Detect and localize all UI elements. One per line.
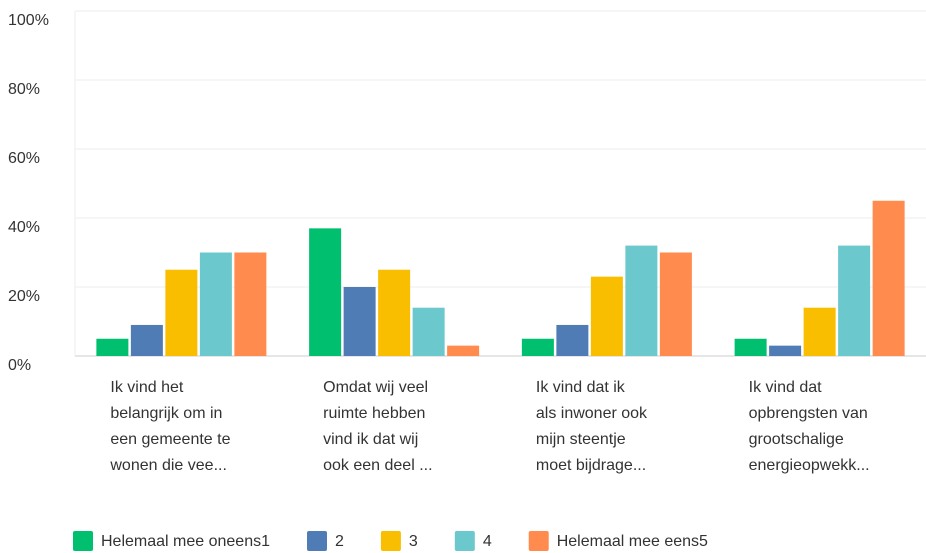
x-tick-label: wonen die vee...: [109, 457, 227, 474]
bar: [625, 245, 658, 356]
bar: [803, 307, 836, 356]
y-tick-label: 40%: [8, 219, 40, 236]
bar: [447, 345, 480, 356]
bar: [234, 252, 267, 356]
legend-swatch: [380, 531, 401, 551]
x-tick-label: Ik vind het: [110, 379, 183, 396]
legend-swatch: [307, 531, 327, 551]
bar: [165, 269, 198, 356]
y-tick-label: 20%: [8, 288, 40, 305]
x-tick-label: als inwoner ook: [536, 405, 648, 422]
bar: [130, 324, 163, 356]
x-tick-label: moet bijdrage...: [536, 457, 646, 474]
x-tick-label: Omdat wij veel: [323, 379, 428, 396]
x-tick-label: mijn steentje: [536, 431, 626, 448]
bar: [521, 338, 554, 356]
bar: [556, 324, 589, 356]
bar: [659, 252, 692, 356]
x-tick-label: ook een deel ...: [323, 457, 432, 474]
x-tick-label: belangrijk om in: [110, 405, 222, 422]
x-tick-label: een gemeente te: [110, 431, 230, 448]
legend-swatch: [454, 531, 475, 551]
x-tick-label: Ik vind dat: [749, 379, 822, 396]
bar: [590, 276, 623, 356]
bar: [378, 269, 411, 356]
x-tick-label: vind ik dat wij: [323, 431, 418, 448]
bar: [872, 200, 905, 356]
bar: [734, 338, 767, 356]
x-tick-label: opbrengsten van: [749, 405, 868, 422]
legend-label: 3: [409, 533, 418, 550]
x-tick-label: grootschalige: [749, 431, 844, 448]
bar: [769, 345, 802, 356]
y-tick-label: 80%: [8, 81, 40, 98]
bar: [838, 245, 871, 356]
y-tick-label: 100%: [8, 12, 49, 29]
legend-label: Helemaal mee eens5: [557, 533, 708, 550]
bar: [343, 287, 376, 356]
legend-swatch: [73, 531, 93, 551]
bar: [199, 252, 232, 356]
legend-label: 2: [335, 533, 344, 550]
x-tick-label: energieopwekk...: [749, 457, 870, 474]
legend-label: 4: [483, 533, 492, 550]
bar: [309, 228, 342, 356]
x-tick-label: ruimte hebben: [323, 405, 425, 422]
bar: [412, 307, 445, 356]
legend-label: Helemaal mee oneens1: [101, 533, 270, 550]
y-tick-label: 60%: [8, 150, 40, 167]
y-tick-label: 0%: [8, 357, 31, 374]
x-tick-label: Ik vind dat ik: [536, 379, 626, 396]
bar: [96, 338, 129, 356]
legend-swatch: [528, 531, 549, 551]
